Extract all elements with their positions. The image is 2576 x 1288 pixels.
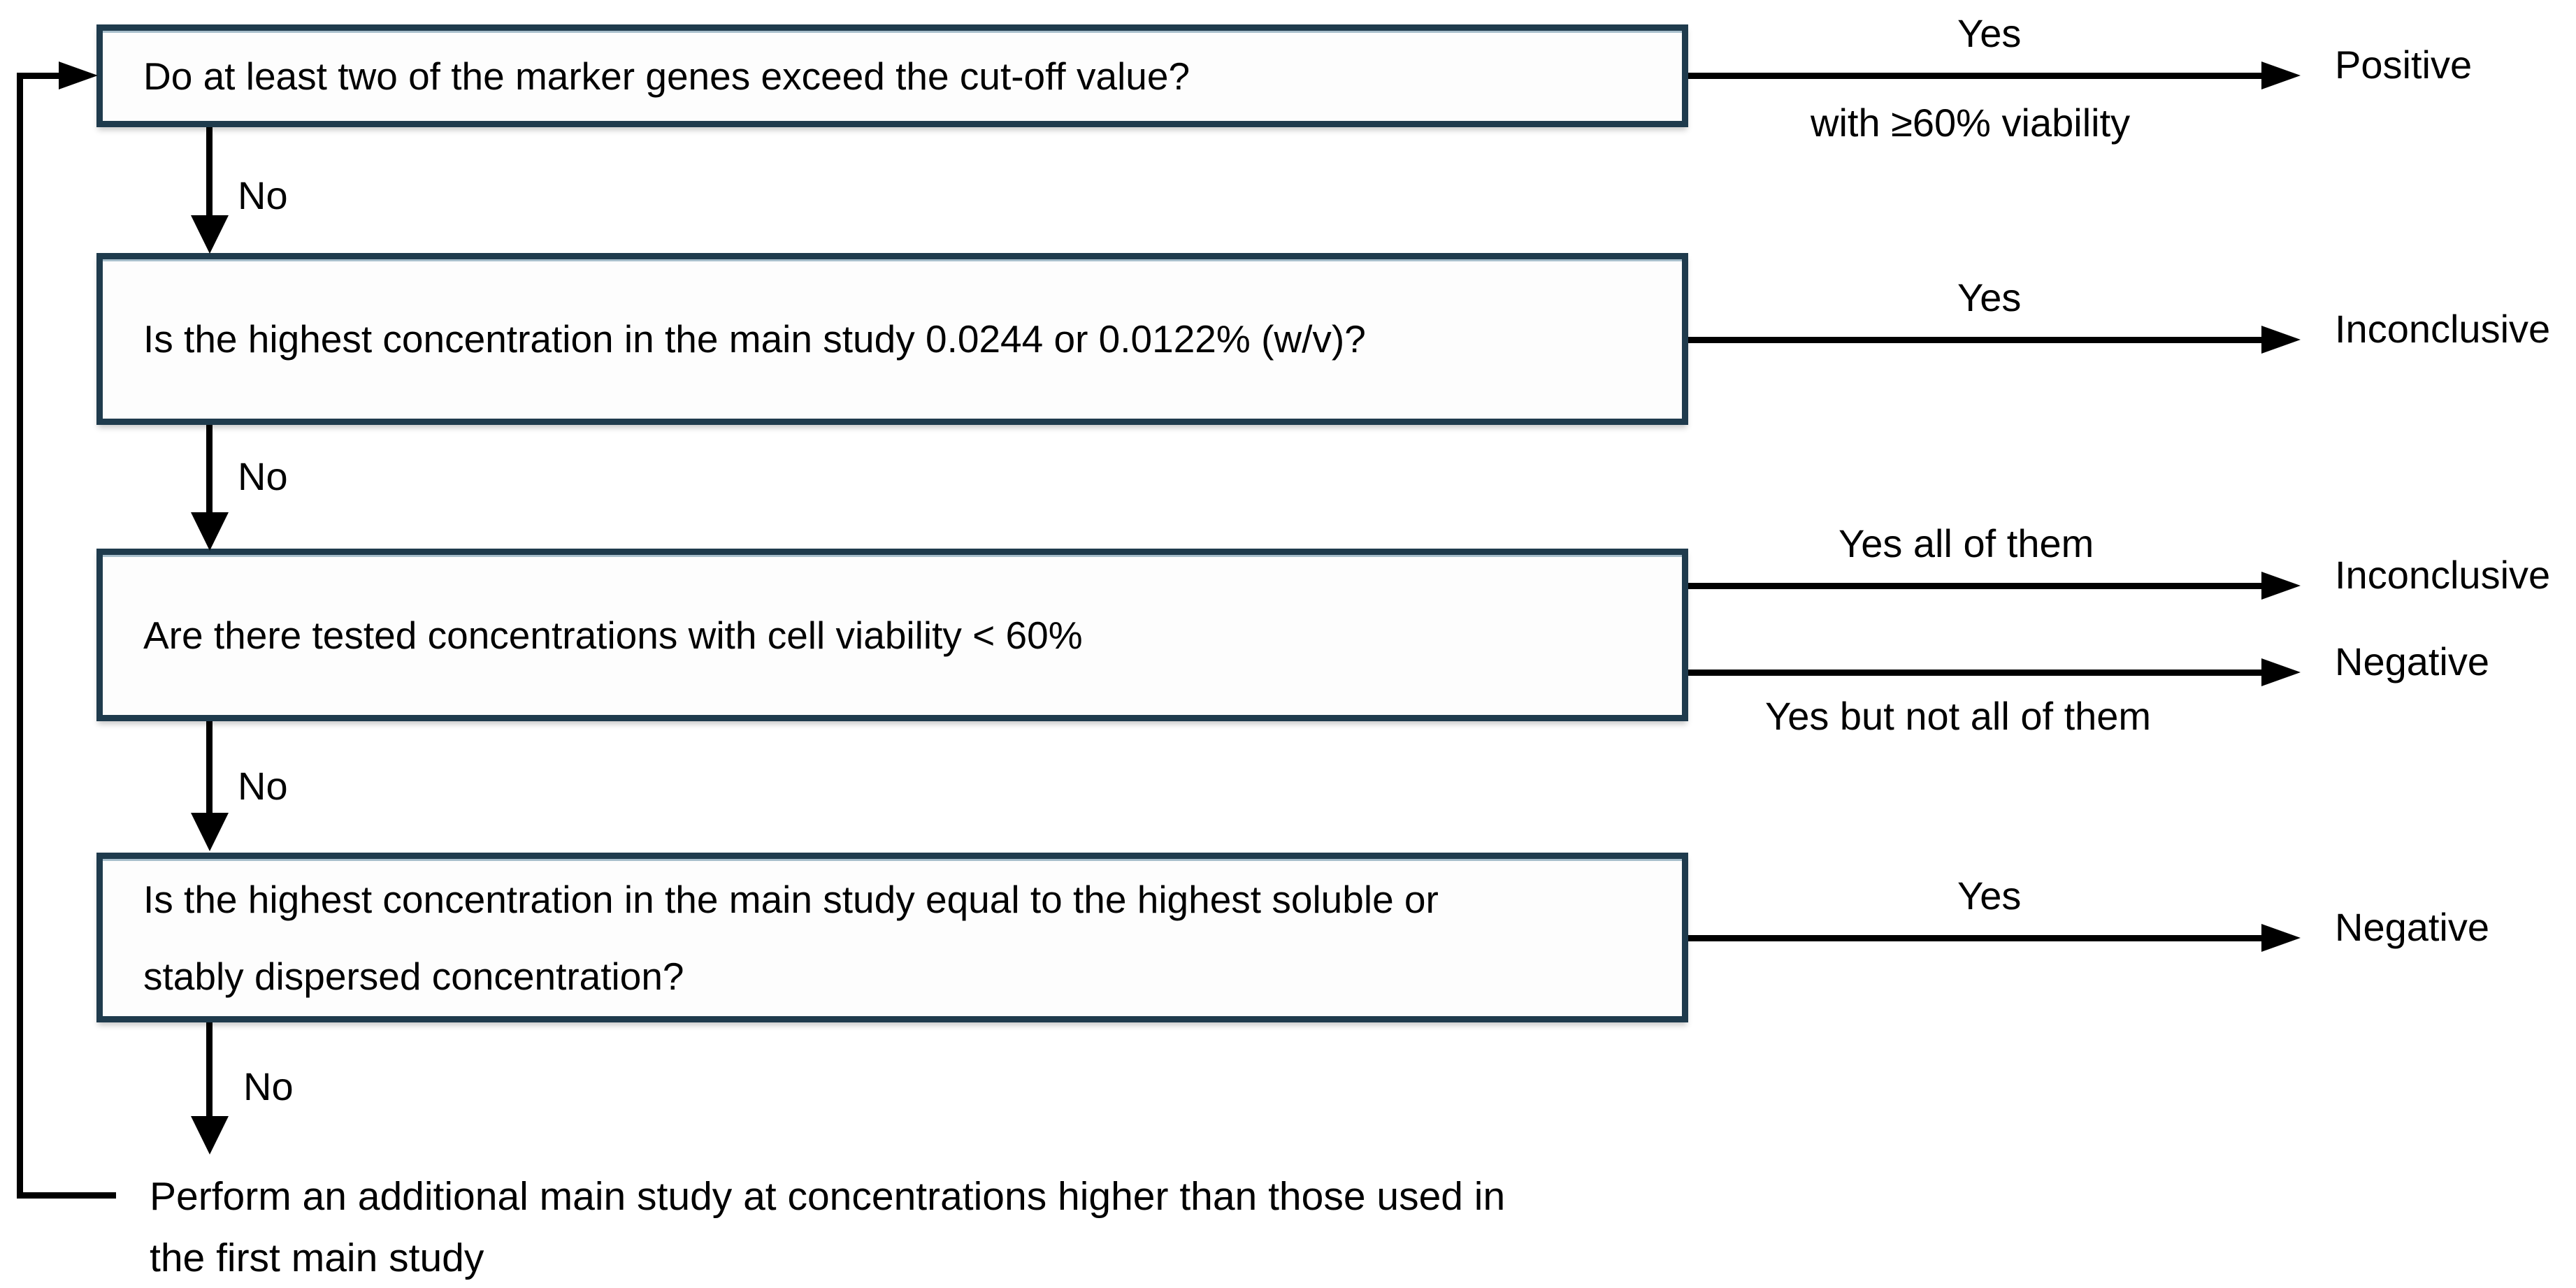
yes-arrow-2-arrowhead-icon	[2261, 326, 2301, 354]
loop-top-line	[17, 73, 60, 79]
no-label-2: No	[238, 454, 288, 498]
no-arrow-3-line	[206, 721, 213, 813]
loop-bottom-line	[17, 1192, 116, 1199]
decision-box-4-text-line2: stably dispersed concentration?	[143, 954, 684, 998]
loop-instruction-text: Perform an additional main study at conc…	[150, 1166, 1505, 1288]
outcome-positive: Positive	[2335, 43, 2473, 87]
yes-all-of-them-label: Yes all of them	[1839, 521, 2094, 565]
yes-label-2: Yes	[1957, 275, 2022, 319]
decision-box-4-text: Is the highest concentration in the main…	[143, 877, 1439, 921]
no-arrow-1-arrowhead-icon	[191, 215, 229, 254]
yes-but-not-all-label: Yes but not all of them	[1765, 694, 2152, 738]
yes-all-arrow-line	[1688, 583, 2261, 589]
no-label-3: No	[238, 764, 288, 808]
yes-all-arrow-arrowhead-icon	[2261, 572, 2301, 600]
no-arrow-3-arrowhead-icon	[191, 813, 229, 851]
decision-box-3-text: Are there tested concentrations with cel…	[143, 613, 1083, 657]
no-arrow-4-line	[206, 1022, 213, 1116]
outcome-negative-2: Negative	[2335, 905, 2490, 949]
yes-label-1: Yes	[1957, 11, 2022, 55]
yes-arrow-4-arrowhead-icon	[2261, 924, 2301, 952]
loop-left-line	[17, 73, 23, 1199]
decision-box-1-text: Do at least two of the marker genes exce…	[143, 54, 1190, 98]
decision-box-cell-viability: Are there tested concentrations with cel…	[96, 549, 1688, 721]
loop-instruction-line2: the first main study	[150, 1236, 484, 1280]
loop-arrowhead-icon	[59, 61, 98, 89]
no-arrow-2-line	[206, 425, 213, 512]
loop-instruction-line1: Perform an additional main study at conc…	[150, 1174, 1506, 1219]
viability-condition-label: with ≥60% viability	[1811, 101, 2131, 145]
decision-box-highest-concentration: Is the highest concentration in the main…	[96, 253, 1688, 425]
yes-not-all-arrow-arrowhead-icon	[2261, 658, 2301, 686]
yes-arrow-1-line	[1688, 73, 2261, 79]
outcome-inconclusive-1: Inconclusive	[2335, 307, 2551, 351]
no-arrow-1-line	[206, 127, 213, 215]
decision-box-soluble-concentration: Is the highest concentration in the main…	[96, 853, 1688, 1022]
decision-box-2-text: Is the highest concentration in the main…	[143, 317, 1366, 361]
yes-not-all-arrow-line	[1688, 670, 2261, 676]
yes-arrow-2-line	[1688, 337, 2261, 343]
yes-arrow-1-arrowhead-icon	[2261, 61, 2301, 89]
decision-box-marker-genes: Do at least two of the marker genes exce…	[96, 24, 1688, 127]
yes-arrow-4-line	[1688, 935, 2261, 941]
outcome-inconclusive-2: Inconclusive	[2335, 553, 2551, 597]
no-arrow-2-arrowhead-icon	[191, 512, 229, 551]
outcome-negative-1: Negative	[2335, 639, 2490, 683]
no-arrow-4-arrowhead-icon	[191, 1116, 229, 1155]
no-label-1: No	[238, 173, 288, 217]
no-label-4: No	[243, 1064, 294, 1108]
yes-label-4: Yes	[1957, 874, 2022, 918]
